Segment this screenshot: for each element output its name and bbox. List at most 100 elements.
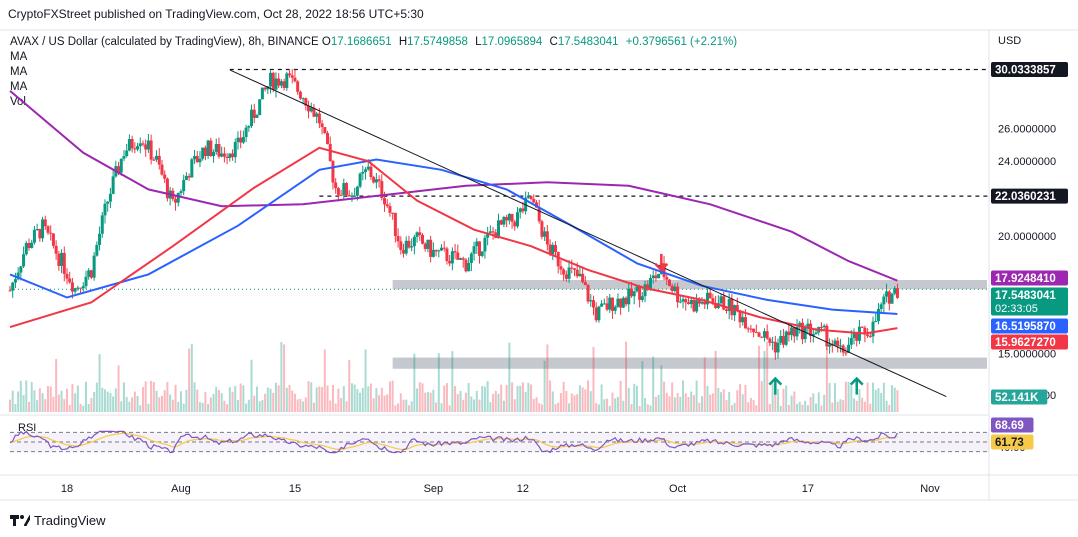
candle-body <box>762 331 766 338</box>
volume-bar <box>782 388 785 412</box>
volume-bar <box>690 391 693 412</box>
volume-bar <box>711 393 714 412</box>
volume-bar <box>741 394 744 412</box>
volume-bar <box>668 396 671 412</box>
candle-body <box>657 273 661 279</box>
volume-bar <box>19 380 22 412</box>
candle-body <box>825 325 829 347</box>
candle-body <box>469 253 473 263</box>
indicator-volume[interactable]: Vol <box>10 96 26 108</box>
volume-bar <box>752 399 755 412</box>
volume-bar <box>185 389 188 412</box>
candle-body <box>730 299 734 316</box>
volume-bar <box>133 391 136 412</box>
volume-bar <box>606 398 609 412</box>
volume-bar <box>603 399 606 412</box>
candle-body <box>678 301 682 303</box>
candle-body <box>616 298 620 307</box>
volume-bar <box>839 399 842 412</box>
volume-bar <box>293 393 296 412</box>
volume-bar <box>60 390 63 412</box>
candle-body <box>73 288 77 292</box>
volume-bar <box>65 388 68 412</box>
candle-body <box>404 240 408 254</box>
indicator-ma-2[interactable]: MA <box>10 66 28 78</box>
candle-body <box>814 332 818 334</box>
volume-bar <box>201 402 204 412</box>
ma200-label: 17.9248410 <box>995 273 1056 285</box>
volume-bar <box>535 397 538 412</box>
candle-body <box>423 243 427 249</box>
candle-body <box>163 174 167 179</box>
indicator-ma-1[interactable]: MA <box>10 51 28 63</box>
candle-body <box>556 251 560 267</box>
candle-body <box>258 99 262 116</box>
volume-bar <box>223 400 226 412</box>
candle-body <box>407 240 411 248</box>
candle-body <box>838 345 842 347</box>
candle-body <box>456 252 460 260</box>
candle-body <box>89 270 93 278</box>
last-price-label-bg <box>991 287 1068 316</box>
volume-bar <box>141 386 144 412</box>
indicator-ma-3[interactable]: MA <box>10 81 28 93</box>
candle-body <box>309 107 313 112</box>
candle-body <box>410 246 414 248</box>
candle-body <box>285 73 289 88</box>
candle-body <box>513 221 517 227</box>
candle-body <box>119 158 123 173</box>
volume-bar <box>557 402 560 412</box>
volume-bar <box>364 349 367 412</box>
volume-bar <box>777 389 780 412</box>
volume-bar <box>717 387 720 412</box>
candle-body <box>586 285 590 302</box>
candle-body <box>852 332 856 339</box>
volume-bar <box>296 399 299 412</box>
volume-bar <box>407 405 410 412</box>
candle-body <box>638 286 642 300</box>
price-tick-1: 24.0000000 <box>998 156 1056 168</box>
volume-bar <box>489 402 492 412</box>
volume-bar <box>747 402 750 412</box>
candle-body <box>847 344 851 353</box>
candle-body <box>141 143 145 145</box>
volume-bar <box>663 381 666 412</box>
volume-bar <box>733 402 736 412</box>
candle-body <box>529 196 533 200</box>
candle-body <box>890 293 894 304</box>
volume-bar <box>323 349 326 412</box>
volume-bar <box>356 389 359 412</box>
volume-bar <box>277 385 280 412</box>
volume-bar <box>760 381 763 412</box>
candle-body <box>464 259 468 272</box>
volume-bar <box>122 382 125 412</box>
volume-bar <box>348 360 351 412</box>
volume-bar <box>272 392 275 412</box>
candle-body <box>32 229 36 243</box>
candle-body <box>388 206 392 213</box>
candle-body <box>108 193 112 202</box>
volume-bar <box>806 405 809 412</box>
volume-bar <box>171 399 174 412</box>
volume-bar <box>464 392 467 412</box>
candle-body <box>654 275 658 279</box>
volume-bar <box>709 394 712 412</box>
tradingview-brand[interactable]: TradingView <box>10 513 106 528</box>
candle-body <box>415 232 419 237</box>
volume-bar <box>641 361 644 412</box>
candle-body <box>92 255 96 278</box>
volume-bar <box>828 383 831 412</box>
volume-bar <box>877 388 880 412</box>
candle-body <box>855 332 859 341</box>
rsi-line <box>9 430 898 454</box>
volume-bar <box>600 384 603 412</box>
volume-bar <box>513 399 516 412</box>
candle-body <box>483 237 487 252</box>
volume-bar <box>578 385 581 412</box>
candle-body <box>860 326 864 328</box>
candle-body <box>692 299 696 312</box>
symbol-title[interactable]: AVAX / US Dollar (calculated by TradingV… <box>10 36 319 48</box>
volume-bar <box>739 384 742 412</box>
candle-body <box>160 164 164 175</box>
